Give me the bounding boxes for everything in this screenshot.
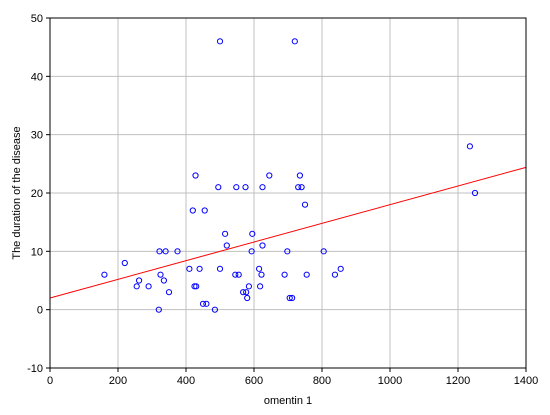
data-point [331,271,339,278]
data-point [133,283,140,290]
data-point [157,271,164,278]
data-point [216,265,224,272]
y-tick-label: 50 [31,13,43,25]
x-tick-label: 600 [245,375,263,387]
data-point [145,283,152,290]
x-tick-label: 400 [177,375,195,387]
data-point [199,300,207,307]
y-tick-label: -10 [27,363,43,375]
x-tick-label: 200 [109,375,127,387]
data-point [215,184,222,191]
data-point [259,242,266,249]
data-point [288,294,296,302]
data-point [216,38,224,45]
data-point [186,265,193,272]
data-point [162,248,169,255]
data-point [284,248,291,255]
data-point [249,230,256,237]
data-point [155,306,162,313]
regression-line [49,166,527,299]
data-point [235,271,242,278]
data-point [244,294,251,302]
x-tick-label: 1200 [446,375,470,387]
x-tick-label: 0 [47,375,53,387]
data-point [242,184,249,191]
data-point [174,248,181,255]
data-point [301,201,309,208]
x-axis-title: omentin 1 [264,395,312,407]
data-point [196,265,203,272]
x-tick-label: 1000 [378,375,402,387]
data-point [320,248,327,255]
data-point [257,283,264,290]
data-point [245,283,252,290]
data-point [160,277,167,284]
data-point [240,289,247,296]
data-point [191,283,198,290]
data-point [286,294,293,302]
data-point [193,283,200,290]
data-point [295,184,302,191]
y-tick-label: 20 [31,188,43,200]
data-point [156,248,163,255]
data-point [211,306,218,313]
data-point [296,172,303,179]
data-point [471,189,479,197]
data-point [248,248,255,255]
data-point [303,271,310,278]
data-point [232,271,239,278]
data-point [201,207,208,214]
axis-ticks: 0 200 400 600 800 1000 1200 1400 -10 0 10 20 30 40 50 [27,13,538,387]
data-point [222,230,229,237]
data-point [165,289,173,296]
data-point [298,184,305,191]
data-point [192,172,199,179]
plot-border [49,17,527,369]
x-tick-label: 1400 [514,375,538,387]
y-tick-label: 0 [37,305,43,317]
x-tick-label: 800 [313,375,331,387]
data-point [121,259,128,267]
y-tick-label: 10 [31,246,43,258]
data-point [466,143,473,150]
data-point [259,184,266,191]
data-point [258,271,265,278]
fit-line-group [49,166,527,299]
data-point [223,242,230,249]
data-point [135,277,143,284]
data-point [337,265,344,272]
data-point [189,207,196,214]
y-axis-title: The duration of the disease [11,126,23,259]
data-point [266,172,273,179]
data-point [233,184,240,191]
data-point [281,271,288,278]
data-point [243,289,250,296]
y-tick-label: 40 [31,71,43,83]
data-point [101,271,108,278]
data-point [203,300,210,307]
y-tick-label: 30 [31,130,43,142]
data-points [101,38,479,313]
grid-lines [50,18,526,368]
data-point [291,38,298,45]
data-point [256,265,263,272]
